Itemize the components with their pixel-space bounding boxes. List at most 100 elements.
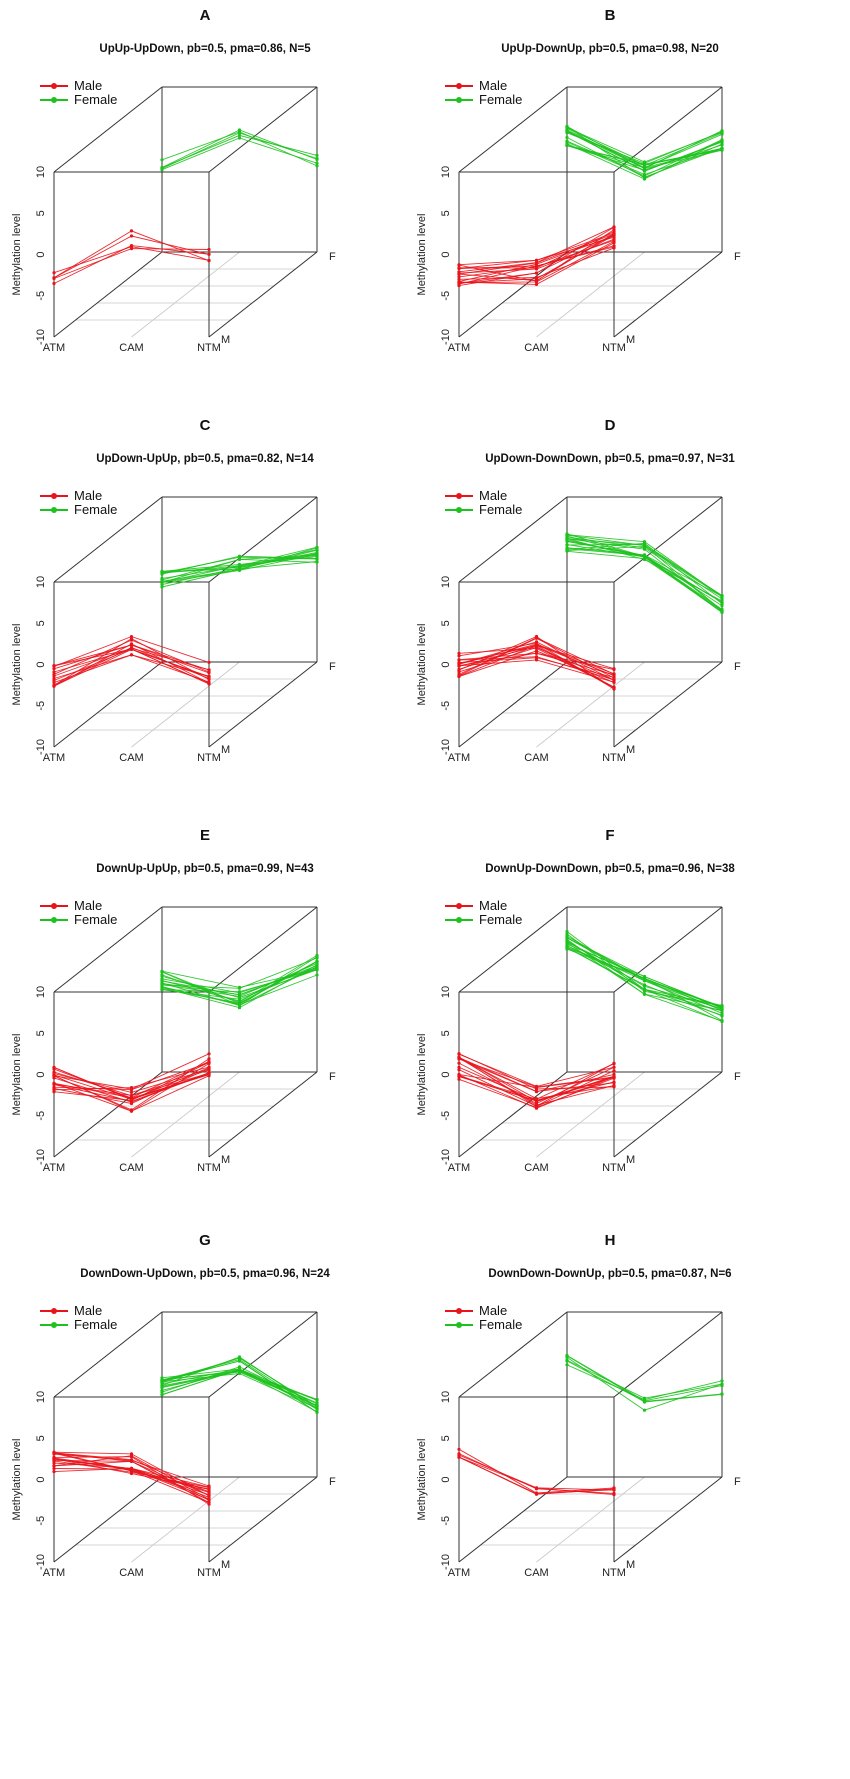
female-series-point (720, 143, 724, 147)
y-tick-group: -5 (35, 1516, 47, 1526)
male-series-point (52, 681, 56, 685)
female-series-point (720, 132, 724, 136)
male-series (52, 635, 211, 688)
y-tick-label: 10 (35, 986, 47, 998)
box-edge (613, 251, 723, 338)
male-series-point (52, 1470, 56, 1474)
male-series-point (612, 1065, 616, 1069)
female-series-point (160, 166, 164, 170)
box-edge (613, 86, 723, 173)
male-series (457, 634, 616, 691)
male-series-point (534, 271, 539, 275)
female-series (565, 532, 724, 615)
plot-box (53, 906, 318, 1158)
male-series-point (129, 1090, 134, 1094)
floor-gridline-x (536, 1071, 645, 1158)
x-tick-label: ATM (43, 1162, 65, 1174)
plot-box (458, 496, 723, 748)
female-series-point (315, 968, 319, 972)
x-tick-label: ATM (43, 1567, 65, 1579)
male-series-point (457, 277, 461, 281)
female-series-point (237, 136, 242, 140)
female-series-point (642, 983, 647, 987)
male-series-line (53, 647, 210, 686)
male-series-point (534, 277, 539, 281)
female-series-point (720, 610, 724, 614)
legend-marker-male (456, 1308, 462, 1314)
y-tick-label: 5 (440, 620, 452, 626)
y-tick-label: 10 (440, 576, 452, 588)
female-series-point (642, 169, 647, 173)
male-series-point (52, 271, 56, 275)
female-series-point (565, 547, 569, 552)
y-tick-label: 0 (35, 1071, 47, 1077)
panel-e: E DownUp-UpUp, pb=0.5, pma=0.99, N=43 10 5 0… (11, 827, 336, 1174)
y-tick-label: -5 (35, 1516, 47, 1526)
y-tick-group: 0 (440, 1071, 452, 1077)
female-series-point (237, 133, 242, 137)
legend-label-female: Female (74, 1317, 117, 1332)
male-series-point (52, 1073, 56, 1077)
legend-label-male: Male (74, 78, 102, 93)
legend-label-male: Male (74, 1303, 102, 1318)
y-tick-label: -5 (35, 1111, 47, 1121)
male-series-point (457, 263, 461, 267)
female-series-point (642, 1398, 647, 1402)
female-series-point (315, 955, 319, 959)
male-series-point (207, 1490, 211, 1494)
y-tick-group: 5 (440, 210, 452, 216)
legend-marker-female (456, 507, 462, 513)
female-series-point (315, 153, 319, 157)
floor-grid (480, 1071, 701, 1158)
female-series-point (160, 579, 164, 583)
legend-label-male: Male (479, 1303, 507, 1318)
y-tick-group: -5 (440, 1111, 452, 1121)
female-series-point (160, 1393, 164, 1397)
y-axis-title: Methylation level (11, 1034, 23, 1116)
female-series-point (237, 996, 242, 1000)
y-tick-label: -10 (440, 329, 452, 345)
female-series-point (237, 990, 242, 994)
floor-gridline-x (131, 661, 240, 748)
y-tick-label: 10 (440, 166, 452, 178)
y-tick-label: -5 (440, 1516, 452, 1526)
box-edge (208, 661, 318, 748)
male-series-point (534, 282, 539, 286)
female-series-point (237, 1003, 242, 1007)
x-tick-label: NTM (197, 752, 221, 764)
female-series-point (315, 161, 319, 165)
box-edge (53, 906, 163, 993)
female-series-point (720, 1011, 724, 1015)
y-axis-title-group: Methylation level (416, 214, 428, 296)
female-series-point (565, 144, 569, 148)
plot-box (53, 86, 318, 338)
y-tick-label: 5 (35, 620, 47, 626)
male-series (52, 1450, 211, 1506)
female-series-point (315, 548, 319, 552)
legend-marker-male (456, 83, 462, 89)
box-edge (53, 86, 163, 173)
male-series-point (612, 245, 616, 249)
y-tick-label: -10 (440, 739, 452, 755)
y-tick-group: 10 (35, 166, 47, 178)
male-series-point (52, 1085, 56, 1089)
female-series-point (315, 550, 319, 555)
floor-grid (75, 661, 296, 748)
female-series-point (642, 987, 647, 992)
female-series-point (565, 537, 569, 541)
box-edge (53, 496, 163, 583)
female-series-point (160, 1380, 164, 1384)
male-series-point (457, 275, 461, 279)
female-series-point (160, 983, 164, 987)
female-series-point (642, 974, 647, 979)
legend-marker-male (51, 1308, 57, 1314)
y-tick-label: 0 (35, 251, 47, 257)
male-series-point (534, 643, 539, 647)
plot-box (458, 906, 723, 1158)
y-tick-group: -10 (440, 739, 452, 755)
